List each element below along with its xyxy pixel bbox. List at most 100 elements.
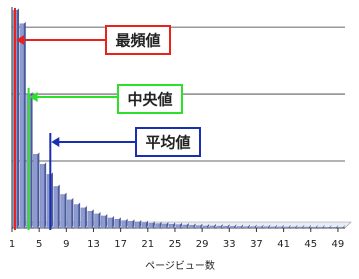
bar-side bbox=[281, 224, 284, 228]
bar-side bbox=[112, 215, 115, 228]
bar bbox=[304, 226, 310, 229]
annotation: 中央値 bbox=[27, 84, 183, 230]
bar-side bbox=[44, 162, 47, 228]
bar-side bbox=[254, 224, 257, 228]
bar-side bbox=[322, 225, 325, 228]
bar-side bbox=[166, 221, 169, 228]
bar bbox=[202, 225, 208, 229]
bar bbox=[243, 226, 249, 229]
bar-side bbox=[186, 222, 189, 228]
bar-side bbox=[275, 224, 278, 228]
x-tick-label: 21 bbox=[141, 239, 154, 250]
x-tick-label: 45 bbox=[304, 239, 317, 250]
bar-side bbox=[261, 224, 264, 228]
bar-side bbox=[98, 211, 101, 228]
x-tick-label: 49 bbox=[332, 239, 345, 250]
bar bbox=[338, 226, 344, 229]
bar bbox=[284, 226, 289, 229]
bar-side bbox=[315, 225, 318, 228]
bar-side bbox=[105, 213, 108, 228]
bar-side bbox=[64, 192, 67, 228]
bar-side bbox=[30, 92, 33, 228]
bar-side bbox=[132, 219, 135, 228]
x-tick-label: 9 bbox=[63, 239, 69, 250]
bar-side bbox=[220, 224, 223, 228]
bar-side bbox=[336, 225, 339, 228]
bar bbox=[87, 211, 92, 229]
bar-side bbox=[173, 222, 176, 228]
bar bbox=[223, 226, 228, 229]
bar-side bbox=[71, 197, 74, 228]
x-tick-label: 37 bbox=[250, 239, 263, 250]
bar bbox=[94, 213, 99, 229]
bar bbox=[39, 164, 45, 229]
bar bbox=[196, 225, 201, 229]
bar bbox=[189, 225, 194, 229]
annotation-box bbox=[135, 127, 201, 157]
bar bbox=[121, 220, 126, 229]
bar-side bbox=[193, 223, 196, 228]
x-tick-label: 1 bbox=[9, 239, 15, 250]
bar bbox=[270, 226, 276, 229]
bar-side bbox=[146, 220, 149, 228]
x-tick-label: 17 bbox=[114, 239, 127, 250]
bar bbox=[67, 199, 72, 229]
bar-side bbox=[227, 224, 230, 228]
bar bbox=[257, 226, 262, 229]
bar-side bbox=[17, 8, 19, 229]
bar bbox=[53, 186, 58, 229]
arrow-head bbox=[16, 35, 24, 45]
bar bbox=[291, 226, 296, 229]
bar bbox=[148, 223, 154, 229]
arrow-head bbox=[29, 92, 38, 102]
bar bbox=[230, 226, 235, 229]
bar-side bbox=[152, 221, 155, 228]
bar bbox=[128, 221, 133, 229]
bar-side bbox=[91, 209, 94, 228]
bar bbox=[33, 154, 38, 229]
bar-side bbox=[118, 217, 121, 228]
bar-side bbox=[213, 223, 216, 228]
x-tick-label: 25 bbox=[169, 239, 182, 250]
bar-side bbox=[84, 205, 87, 228]
bar-side bbox=[200, 223, 203, 228]
bar bbox=[297, 226, 303, 229]
bar-side bbox=[159, 221, 162, 228]
bar bbox=[60, 194, 65, 229]
annotation-box bbox=[105, 25, 171, 55]
bar bbox=[209, 225, 215, 229]
bar-side bbox=[57, 184, 60, 228]
x-tick-label: 29 bbox=[196, 239, 209, 250]
bar bbox=[331, 226, 337, 229]
bar-side bbox=[37, 152, 40, 228]
bar bbox=[114, 219, 120, 229]
bar bbox=[182, 224, 187, 229]
bar bbox=[264, 226, 269, 229]
bar-side bbox=[139, 219, 142, 228]
bar bbox=[250, 226, 255, 229]
bar-side bbox=[329, 225, 332, 228]
bar bbox=[216, 225, 221, 229]
bar bbox=[107, 217, 113, 229]
bar bbox=[168, 224, 174, 229]
bar-side bbox=[302, 225, 305, 228]
bar bbox=[80, 207, 86, 229]
annotation-text: 中央値 bbox=[127, 91, 172, 109]
bar-side bbox=[288, 224, 291, 228]
bar-side bbox=[78, 202, 81, 228]
bar-side bbox=[179, 222, 182, 228]
bar bbox=[236, 226, 242, 229]
x-tick-label: 5 bbox=[36, 239, 42, 250]
bar-side bbox=[308, 225, 311, 228]
arrow-head bbox=[51, 137, 60, 147]
annotation-box bbox=[117, 84, 183, 114]
bar bbox=[325, 226, 330, 229]
bar bbox=[311, 226, 316, 229]
bar-side bbox=[268, 224, 271, 228]
annotation: 最頻値 bbox=[14, 8, 171, 230]
x-axis-label: ページビュー数 bbox=[145, 259, 215, 272]
annotation-text: 平均値 bbox=[145, 134, 190, 152]
bar bbox=[141, 222, 147, 229]
